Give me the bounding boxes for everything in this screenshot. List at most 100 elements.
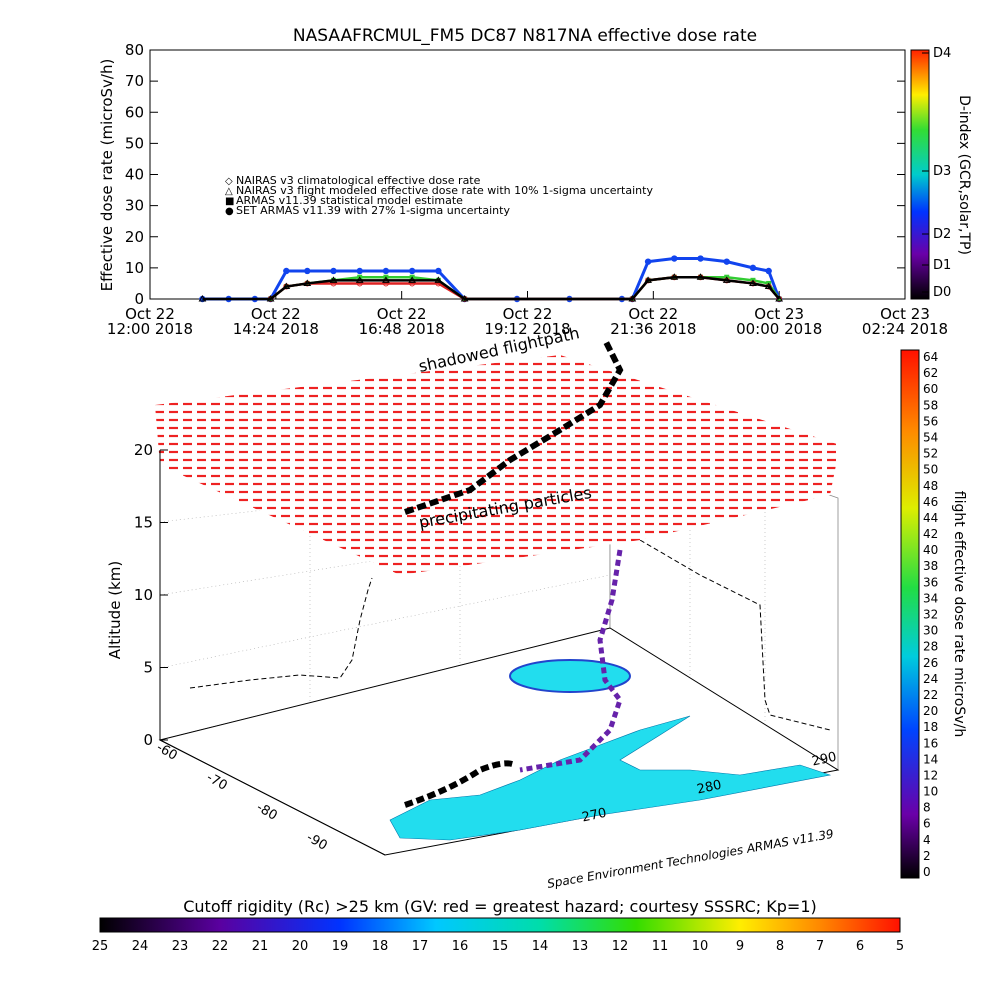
x-tick-label-time: 14:24 2018	[233, 320, 319, 338]
cutoff-colorbar-label: 20	[292, 939, 309, 954]
dose-rate-colorbar-label: 44	[923, 511, 938, 525]
top-chart-title: NASAAFRCMUL_FM5 DC87 N817NA effective do…	[293, 26, 757, 46]
data-point-nairas-flight	[303, 279, 312, 286]
data-point-set-armas	[356, 267, 363, 275]
data-point-set-armas	[408, 267, 416, 275]
x-tick-label-time: 21:36 2018	[610, 320, 696, 338]
ice-landmass	[389, 715, 832, 841]
x-tick-label-time: 12:00 2018	[107, 320, 193, 338]
data-point-nairas-flight	[749, 279, 757, 286]
data-point-set-armas	[304, 267, 311, 275]
dose-rate-colorbar-title: flight effective dose rate microSv/h	[951, 491, 967, 737]
dose-rate-colorbar-label: 2	[923, 849, 931, 863]
cutoff-colorbar-label: 12	[612, 939, 629, 954]
dose-rate-colorbar-label: 46	[923, 495, 938, 509]
data-point-set-armas	[435, 267, 442, 275]
dose-rate-colorbar-label: 28	[923, 640, 938, 654]
cutoff-colorbar-label: 7	[816, 939, 824, 954]
cutoff-colorbar-label: 5	[896, 939, 904, 954]
cutoff-colorbar-label: 13	[572, 939, 589, 954]
dose-rate-colorbar-label: 48	[923, 479, 938, 493]
dose-rate-colorbar-label: 24	[923, 672, 938, 686]
dose-rate-colorbar-label: 0	[923, 865, 931, 879]
precipitating-particles-column	[519, 549, 623, 773]
dose-rate-colorbar-label: 60	[923, 382, 938, 396]
data-point-set-armas	[749, 264, 757, 272]
data-point-nairas-flight	[460, 295, 469, 302]
y-tick-label: 30	[125, 197, 144, 215]
dose-rate-colorbar-label: 40	[923, 543, 938, 557]
right-wall-projection	[639, 539, 831, 731]
x-tick-label-date: Oct 23	[754, 305, 804, 323]
x-tick-label-date: Oct 22	[125, 305, 175, 323]
data-point-set-armas	[671, 255, 678, 262]
dose-rate-colorbar-label: 38	[923, 559, 938, 573]
dose-rate-colorbar-label: 58	[923, 398, 938, 412]
cutoff-colorbar-label: 24	[132, 939, 149, 954]
dose-rate-colorbar-label: 14	[923, 752, 938, 766]
data-point-nairas-flight	[408, 276, 417, 283]
dose-rate-colorbar-label: 50	[923, 463, 938, 477]
legend-marker: ◇	[225, 176, 233, 187]
dose-rate-colorbar-label: 30	[923, 624, 938, 638]
altitude-tick-label: 20	[134, 441, 153, 459]
dose-rate-colorbar-label: 26	[923, 656, 938, 670]
d-index-label: D0	[933, 285, 951, 300]
legend-label: ARMAS v11.39 statistical model estimate	[236, 194, 463, 207]
x-tick-label-time: 00:00 2018	[736, 320, 822, 338]
dose-rate-colorbar-label: 4	[923, 833, 931, 847]
altitude-tick-label: 15	[134, 514, 153, 532]
altitude-axis-label: Altitude (km)	[106, 561, 124, 659]
dose-rate-colorbar-label: 62	[923, 366, 938, 380]
x-tick-label-date: Oct 22	[377, 305, 427, 323]
data-point-nairas-flight	[628, 295, 637, 302]
d-index-label: D3	[933, 164, 951, 179]
altitude-axis: 0 5 10 15 20	[134, 441, 168, 749]
cutoff-colorbar-label: 14	[532, 939, 549, 954]
altitude-tick-label: 5	[143, 659, 153, 677]
latitude-axis-line	[159, 739, 386, 856]
dose-rate-colorbar-label: 18	[923, 720, 938, 734]
series-line	[202, 257, 781, 301]
x-tick-label-date: Oct 22	[628, 305, 678, 323]
cutoff-colorbar-label: 10	[692, 939, 709, 954]
series-line	[202, 275, 781, 301]
d-index-labels: D4 D3 D2 D1 D0	[922, 46, 951, 300]
cutoff-colorbar-title: Cutoff rigidity (Rc) >25 km (GV: red = g…	[183, 897, 817, 916]
top-y-axis: 0 10 20 30 40 50 60 70 80	[125, 41, 905, 308]
data-point-nairas-flight	[355, 276, 364, 283]
data-point-nairas-flight	[775, 295, 784, 302]
altitude-tick-label: 0	[143, 731, 153, 749]
dose-rate-colorbar-label: 8	[923, 801, 931, 815]
y-tick-label: 70	[125, 72, 144, 90]
data-point-nairas-flight	[644, 276, 652, 283]
x-tick-label-date: Oct 22	[503, 305, 553, 323]
data-point-set-armas	[283, 267, 290, 275]
dose-rate-colorbar-label: 16	[923, 736, 938, 750]
scene-3d: shadowed flightpath precipitating partic…	[106, 323, 840, 891]
top-series-layer	[198, 255, 784, 303]
x-tick-label-date: Oct 23	[880, 305, 930, 323]
data-point-nairas-flight	[282, 282, 291, 290]
left-wall-projection	[189, 577, 373, 689]
longitude-tick-label: 280	[696, 778, 723, 798]
cutoff-colorbar-label: 8	[776, 939, 784, 954]
y-tick-label: 40	[125, 166, 144, 184]
x-tick-label-date: Oct 22	[251, 305, 301, 323]
dose-rate-colorbar-label: 6	[923, 817, 931, 831]
data-point-nairas-flight	[670, 273, 679, 280]
dose-rate-colorbar	[900, 349, 920, 879]
longitude-axis: 270 280 290	[581, 750, 838, 826]
data-point-set-armas	[382, 267, 390, 275]
cutoff-colorbar-label: 9	[736, 939, 744, 954]
d-index-colorbar	[910, 49, 930, 300]
cutoff-colorbar-label: 18	[372, 939, 389, 954]
dose-rate-colorbar-label: 56	[923, 414, 938, 428]
dose-rate-colorbar-label: 54	[923, 430, 938, 444]
ground-track	[404, 760, 517, 808]
dose-rate-colorbar-label: 20	[923, 704, 938, 718]
dose-rate-colorbar-label: 22	[923, 688, 938, 702]
dose-rate-colorbar-label: 32	[923, 608, 938, 622]
dose-layer	[155, 355, 840, 575]
